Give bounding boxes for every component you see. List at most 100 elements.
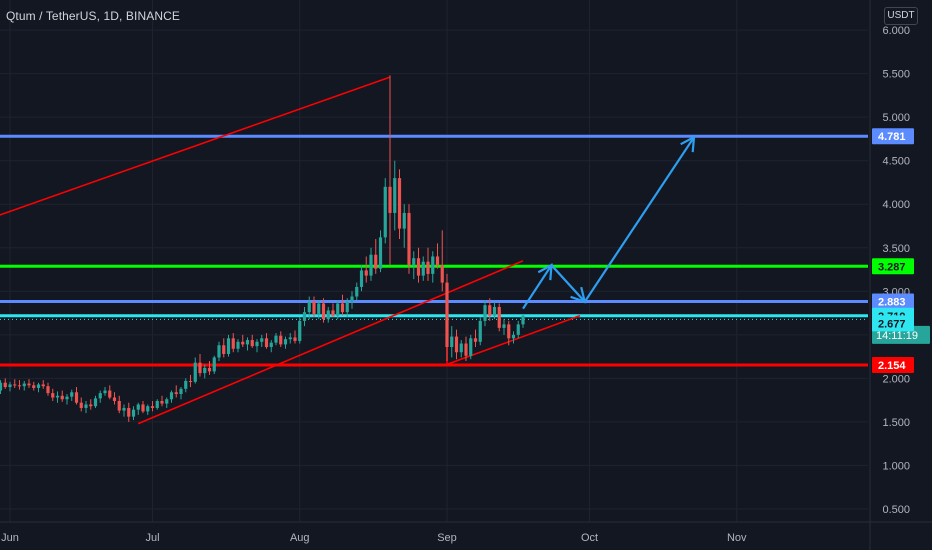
candle-body xyxy=(79,402,83,408)
candle-body xyxy=(516,324,520,335)
candle-body xyxy=(283,339,288,345)
candle-body xyxy=(492,306,497,316)
candle-body xyxy=(222,345,226,354)
candle-body xyxy=(165,399,169,404)
current-price-label-bg xyxy=(872,315,914,332)
y-tick-label: 5.500 xyxy=(882,69,910,81)
candle-body xyxy=(388,186,392,213)
candle-body xyxy=(336,303,340,316)
candle-body xyxy=(269,342,273,348)
y-tick-label: 1.500 xyxy=(882,417,910,429)
candle-body xyxy=(127,407,131,417)
candle-body xyxy=(60,395,64,400)
level-price-label: 4.781 xyxy=(878,131,906,143)
candle-body xyxy=(317,303,321,314)
x-tick-label: Oct xyxy=(581,532,598,544)
candle-body xyxy=(198,362,202,374)
candle-body xyxy=(3,382,7,388)
candle-body xyxy=(511,334,516,339)
time-axis[interactable]: Jun Jul Aug Sep Oct Nov xyxy=(0,521,932,544)
candle-body xyxy=(27,383,31,386)
candle-body xyxy=(169,392,174,400)
level-price-label: 2.883 xyxy=(878,296,906,308)
candle-body xyxy=(312,301,316,314)
y-tick-label: 2.000 xyxy=(882,373,910,385)
candle-body xyxy=(255,341,259,347)
chart-grid xyxy=(0,0,868,522)
candle-body xyxy=(412,258,416,266)
candle-body xyxy=(435,256,440,266)
candle-body xyxy=(46,386,50,394)
candle-body xyxy=(288,337,292,340)
candle-body xyxy=(98,393,102,399)
arrow-head xyxy=(570,286,587,304)
candle-body xyxy=(469,338,473,356)
candle-body xyxy=(350,296,354,302)
candle-body xyxy=(236,341,240,349)
candle-body xyxy=(321,303,326,320)
candle-body xyxy=(65,396,69,400)
candle-body xyxy=(17,385,22,387)
candle-body xyxy=(464,343,468,356)
candle-body xyxy=(359,270,364,287)
candle-body xyxy=(108,390,112,398)
candle-body xyxy=(264,338,269,348)
y-tick-label: 5.000 xyxy=(882,112,910,124)
candle-body xyxy=(193,362,197,382)
candle-body xyxy=(274,335,278,343)
currency-button[interactable]: USDT xyxy=(884,7,918,25)
candle-body xyxy=(188,380,193,382)
candle-body xyxy=(397,178,402,229)
candle-body xyxy=(473,338,478,342)
candle-body xyxy=(174,392,178,395)
candle-body xyxy=(521,315,525,325)
candle-body xyxy=(260,338,264,342)
candle-body xyxy=(431,256,435,274)
y-tick-label: 1.000 xyxy=(882,460,910,472)
y-tick-label: 6.000 xyxy=(882,25,910,37)
candle-body xyxy=(407,212,411,266)
candle-body xyxy=(217,345,221,358)
candle-body xyxy=(41,384,45,387)
candle-body xyxy=(179,388,183,395)
candle-body xyxy=(150,406,155,408)
candle-body xyxy=(374,254,378,269)
candle-body xyxy=(32,385,36,388)
countdown-label: 14:11:19 xyxy=(876,330,918,342)
arrow-head xyxy=(680,135,696,153)
level-price-label-bg xyxy=(872,258,914,275)
candle-body xyxy=(393,178,397,213)
candle-body xyxy=(122,407,126,411)
candle-body xyxy=(8,384,12,388)
y-tick-label: 3.500 xyxy=(882,243,910,255)
candle-body xyxy=(421,261,425,276)
x-tick-label: Aug xyxy=(290,532,310,544)
candle-body xyxy=(89,404,93,407)
candle-body xyxy=(74,392,79,403)
price-axis[interactable]: 0.5001.0001.5002.0002.5003.0003.5004.000… xyxy=(869,0,910,550)
candle-body xyxy=(103,390,107,394)
candle-body xyxy=(302,312,307,321)
candle-body xyxy=(231,338,235,349)
candle-body xyxy=(416,258,421,276)
x-tick-label: Nov xyxy=(727,532,747,544)
arrow-head xyxy=(537,263,553,281)
candle-body xyxy=(488,305,492,316)
candle-body xyxy=(279,335,283,345)
level-price-label: 2.154 xyxy=(878,360,906,372)
candle-body xyxy=(459,343,463,353)
candle-body xyxy=(364,270,368,276)
candle-body xyxy=(378,237,383,269)
candle-body xyxy=(402,212,406,229)
candle-body xyxy=(112,397,117,401)
candle-body xyxy=(426,261,430,274)
candle-body xyxy=(483,305,487,321)
candle-body xyxy=(502,324,506,328)
candle-body xyxy=(212,357,216,372)
x-tick-label: Jun xyxy=(1,532,19,544)
x-tick-label: Jul xyxy=(145,532,159,544)
candle-body xyxy=(0,382,3,391)
candle-body xyxy=(331,310,335,316)
